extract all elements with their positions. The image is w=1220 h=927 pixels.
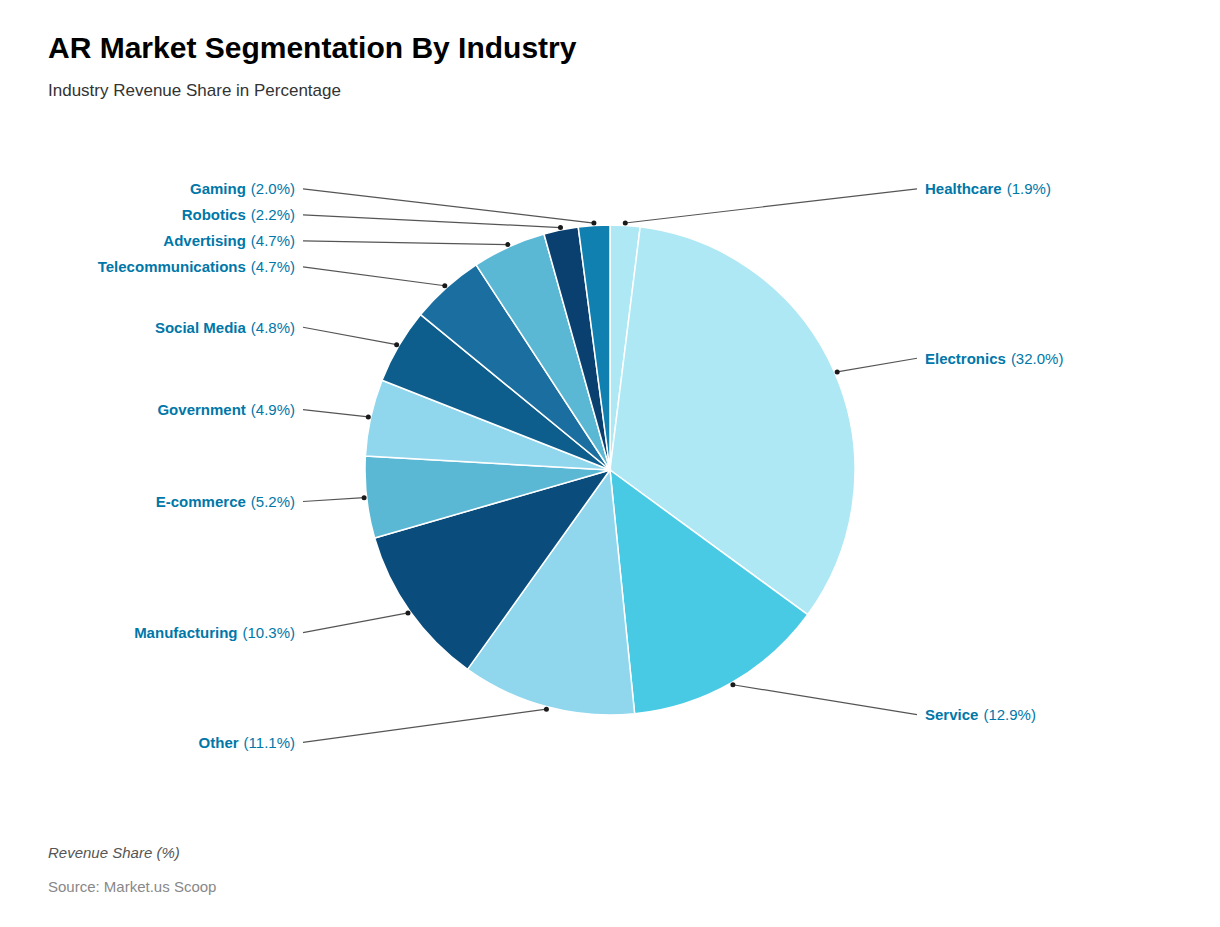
subtitle: Industry Revenue Share in Percentage xyxy=(48,81,341,100)
leader-dot xyxy=(544,707,549,712)
data-label: (32.0%) xyxy=(1011,350,1064,367)
slice-label: Gaming xyxy=(190,180,246,197)
leader-dot xyxy=(591,221,596,226)
leader-line xyxy=(303,709,546,742)
annotation: Source: Market.us Scoop xyxy=(48,878,216,895)
data-label: (2.0%) xyxy=(251,180,295,197)
slice-label: Manufacturing xyxy=(134,624,237,641)
leader-line xyxy=(303,241,508,245)
data-label: (1.9%) xyxy=(1007,180,1051,197)
leader-line xyxy=(303,613,408,633)
leader-line xyxy=(733,685,917,715)
leader-line xyxy=(303,215,560,228)
labels: Healthcare (1.9%) Electronics (32.0%) Servic… xyxy=(98,180,1064,751)
leader-dot xyxy=(505,242,510,247)
leader-line xyxy=(303,498,364,502)
leader-dot xyxy=(366,414,371,419)
slice-label: Social Media xyxy=(155,319,247,336)
data-label: (4.7%) xyxy=(251,232,295,249)
data-label: (4.7%) xyxy=(251,258,295,275)
pie xyxy=(365,225,855,715)
data-label: (2.2%) xyxy=(251,206,295,223)
data-label: (4.8%) xyxy=(251,319,295,336)
leader-dot xyxy=(394,342,399,347)
slice-label: Robotics xyxy=(182,206,246,223)
leader-dot xyxy=(730,682,735,687)
leader-line xyxy=(303,189,594,223)
leader-dot xyxy=(558,225,563,230)
data-label: (4.9%) xyxy=(251,401,295,418)
leader-dot xyxy=(362,495,367,500)
data-label: (5.2%) xyxy=(251,493,295,510)
leader-line xyxy=(303,267,445,286)
leader-dot xyxy=(442,283,447,288)
leader-line xyxy=(837,358,917,372)
leader-line xyxy=(625,189,917,223)
title: AR Market Segmentation By Industry xyxy=(48,31,577,64)
slice-label: Advertising xyxy=(163,232,246,249)
leader-dot xyxy=(835,369,840,374)
data-label: (10.3%) xyxy=(242,624,295,641)
annotation: Revenue Share (%) xyxy=(48,844,180,861)
chart: AR Market Segmentation By Industry Indust… xyxy=(0,0,1220,927)
slice-label: Government xyxy=(157,401,245,418)
slice-label: Electronics xyxy=(925,350,1006,367)
slice-label: Service xyxy=(925,706,978,723)
slice-label: E-commerce xyxy=(156,493,246,510)
data-label: (11.1%) xyxy=(244,734,295,751)
slice-label: Telecommunications xyxy=(98,258,246,275)
slice-label: Healthcare xyxy=(925,180,1002,197)
leader-line xyxy=(303,410,368,417)
leader-dot xyxy=(623,221,628,226)
slice-label: Other xyxy=(199,734,239,751)
slice xyxy=(610,470,808,714)
slice xyxy=(578,225,610,470)
data-label: (12.9%) xyxy=(983,706,1036,723)
leader-dot xyxy=(405,610,410,615)
leader-line xyxy=(303,327,397,344)
